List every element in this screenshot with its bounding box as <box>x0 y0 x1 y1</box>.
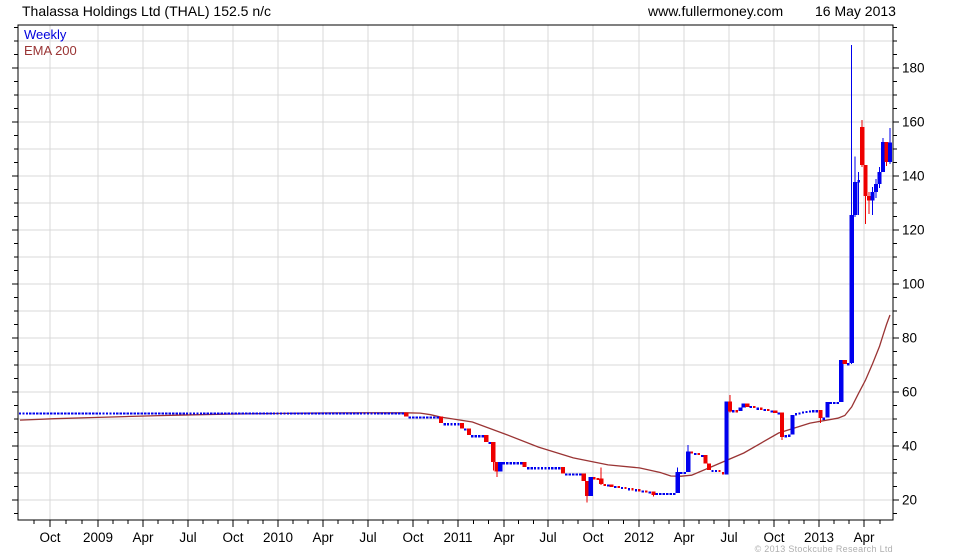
page-title: Thalassa Holdings Ltd (THAL) 152.5 n/c <box>22 3 272 19</box>
x-axis-label: Oct <box>39 530 60 545</box>
x-axis-label: Apr <box>673 530 695 545</box>
x-axis-label: Oct <box>402 530 423 545</box>
date-label: 16 May 2013 <box>815 3 896 19</box>
copyright-label: © 2013 Stockcube Research Ltd <box>754 544 893 554</box>
x-axis-label: Oct <box>763 530 784 545</box>
y-axis-label: 140 <box>902 169 925 184</box>
price-bars <box>18 45 893 503</box>
x-axis-label: Jul <box>179 530 196 545</box>
x-axis-label: 2011 <box>443 530 472 545</box>
y-axis-label: 60 <box>902 385 917 400</box>
y-axis-label: 20 <box>902 493 917 508</box>
y-axis-label: 120 <box>902 223 925 238</box>
ema-line <box>19 314 891 477</box>
legend-ema-200: EMA 200 <box>24 43 77 58</box>
axis-labels: Oct 2009 Apr Jul Oct 2010 Apr Jul Oct 2011 Apr Jul O… <box>39 61 924 546</box>
y-axis-label: 100 <box>902 277 925 292</box>
x-axis-label: 2009 <box>83 530 113 545</box>
grid-lines <box>18 25 893 520</box>
x-axis-label: Oct <box>582 530 603 545</box>
axes <box>12 24 899 527</box>
website-label: www.fullermoney.com <box>648 3 784 19</box>
x-axis-label: Apr <box>132 530 154 545</box>
x-axis-label: Apr <box>493 530 515 545</box>
y-axis-label: 180 <box>902 61 925 76</box>
x-axis-label: Jul <box>720 530 737 545</box>
y-axis-label: 160 <box>902 115 925 130</box>
x-axis-label: 2010 <box>263 530 293 545</box>
x-axis-label: Jul <box>539 530 556 545</box>
x-axis-label: 2013 <box>804 530 834 545</box>
x-axis-label: Jul <box>359 530 376 545</box>
x-axis-label: Oct <box>222 530 243 545</box>
y-axis-label: 40 <box>902 439 917 454</box>
x-axis-label: Apr <box>853 530 875 545</box>
y-axis-label: 80 <box>902 331 917 346</box>
legend-weekly: Weekly <box>24 27 67 42</box>
x-axis-label: Apr <box>312 530 334 545</box>
x-axis-label: 2012 <box>624 530 654 545</box>
